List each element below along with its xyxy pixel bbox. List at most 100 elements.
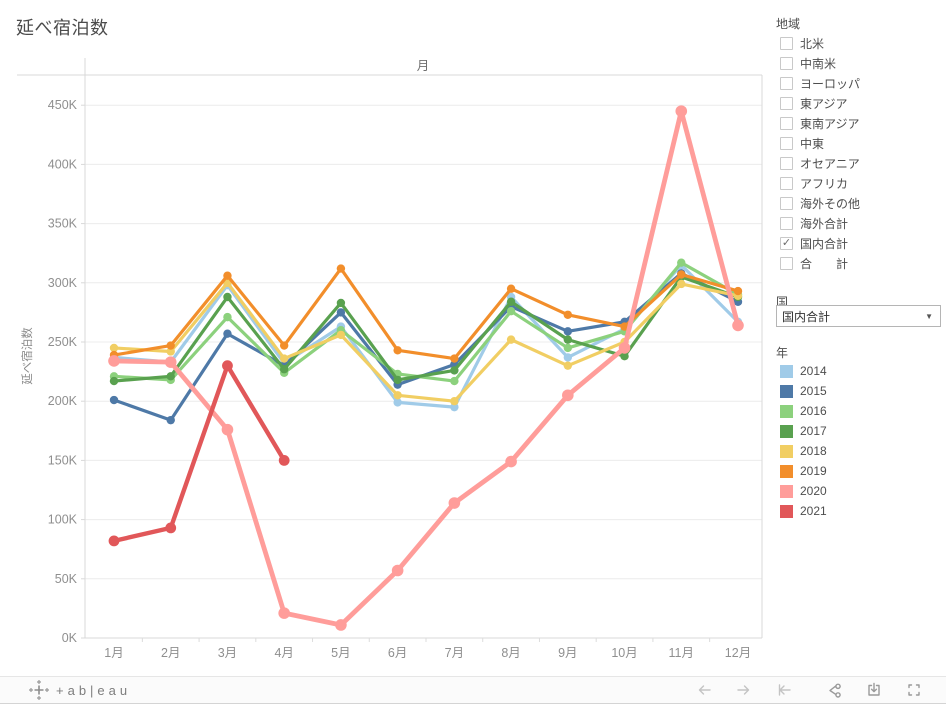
data-point[interactable]	[563, 310, 573, 319]
series-2020[interactable]	[108, 105, 744, 631]
data-point[interactable]	[563, 343, 573, 353]
series-line[interactable]	[111, 363, 287, 544]
data-point[interactable]	[336, 308, 346, 317]
data-point[interactable]	[506, 307, 516, 316]
legend-item[interactable]: 2015	[780, 381, 827, 401]
country-dropdown[interactable]: 国内合計 ▼	[776, 305, 941, 327]
data-point[interactable]	[223, 271, 232, 280]
legend-item[interactable]: 2018	[780, 441, 827, 461]
data-point[interactable]	[506, 284, 516, 293]
data-point[interactable]	[108, 355, 120, 367]
legend-item[interactable]: 2020	[780, 481, 827, 501]
data-point[interactable]	[620, 322, 629, 331]
tableau-logo[interactable]: +ab|eau	[28, 679, 131, 701]
data-point[interactable]	[109, 343, 119, 353]
data-point[interactable]	[221, 423, 234, 436]
checkbox-unchecked[interactable]	[780, 176, 793, 190]
data-point[interactable]	[165, 522, 177, 534]
checkbox-unchecked[interactable]	[780, 96, 793, 110]
series-line[interactable]	[111, 108, 741, 628]
data-point[interactable]	[732, 319, 744, 332]
series-line[interactable]	[112, 281, 740, 403]
undo-button[interactable]	[684, 678, 724, 702]
data-point[interactable]	[562, 389, 574, 402]
data-point[interactable]	[393, 346, 402, 355]
fullscreen-button[interactable]	[894, 678, 934, 702]
region-filter-item[interactable]: 海外その他	[780, 193, 860, 213]
data-point[interactable]	[279, 365, 289, 374]
data-point[interactable]	[222, 360, 233, 372]
region-filter-item[interactable]: 海外合計	[780, 213, 860, 233]
region-filter-item[interactable]: 北米	[780, 33, 860, 53]
data-point[interactable]	[336, 264, 346, 273]
data-point[interactable]	[563, 335, 573, 344]
data-point[interactable]	[166, 341, 175, 350]
region-filter-item[interactable]: 東アジア	[780, 93, 860, 113]
checkbox-unchecked[interactable]	[780, 196, 793, 210]
series-line[interactable]	[112, 275, 740, 383]
reset-button[interactable]	[764, 678, 804, 702]
data-point[interactable]	[620, 352, 629, 361]
data-point[interactable]	[393, 375, 402, 385]
data-point[interactable]	[164, 356, 177, 368]
data-point[interactable]	[450, 402, 459, 412]
data-point[interactable]	[675, 105, 688, 117]
checkbox-unchecked[interactable]	[780, 56, 793, 70]
checkbox-unchecked[interactable]	[780, 256, 793, 270]
checkbox-unchecked[interactable]	[780, 76, 793, 90]
data-point[interactable]	[505, 455, 517, 468]
data-point[interactable]	[278, 607, 290, 619]
checkbox-unchecked[interactable]	[780, 156, 793, 170]
series-2017[interactable]	[109, 272, 743, 386]
data-point[interactable]	[335, 619, 347, 631]
data-point[interactable]	[450, 354, 459, 363]
region-filter-item[interactable]: 中南米	[780, 53, 860, 73]
region-filter-item[interactable]: ✓ 国内合計	[780, 233, 860, 253]
data-point[interactable]	[677, 258, 686, 267]
data-point[interactable]	[279, 341, 289, 350]
data-point[interactable]	[278, 455, 290, 466]
series-line[interactable]	[112, 263, 740, 409]
data-point[interactable]	[450, 397, 459, 406]
series-2014[interactable]	[109, 260, 743, 412]
share-button[interactable]	[814, 678, 854, 702]
data-point[interactable]	[223, 329, 232, 338]
region-filter-item[interactable]: オセアニア	[780, 153, 860, 173]
legend-item[interactable]: 2019	[780, 461, 827, 481]
region-filter-item[interactable]: ヨーロッパ	[780, 73, 860, 93]
data-point[interactable]	[391, 564, 404, 577]
data-point[interactable]	[448, 497, 461, 509]
download-button[interactable]	[854, 678, 894, 702]
region-filter-item[interactable]: 合 計	[780, 253, 860, 273]
data-point[interactable]	[677, 270, 686, 279]
data-point[interactable]	[450, 376, 459, 386]
data-point[interactable]	[166, 415, 175, 425]
data-point[interactable]	[223, 292, 232, 302]
data-point[interactable]	[393, 391, 402, 400]
checkbox-unchecked[interactable]	[780, 136, 793, 150]
checkbox-unchecked[interactable]	[780, 216, 793, 230]
data-point[interactable]	[563, 361, 573, 370]
region-filter-item[interactable]: 中東	[780, 133, 860, 153]
legend-item[interactable]: 2021	[780, 501, 827, 521]
data-point[interactable]	[109, 376, 119, 386]
legend-item[interactable]: 2016	[780, 401, 827, 421]
data-point[interactable]	[677, 279, 686, 289]
checkbox-unchecked[interactable]	[780, 116, 793, 130]
data-point[interactable]	[506, 335, 516, 344]
data-point[interactable]	[450, 366, 459, 375]
checkbox-unchecked[interactable]	[780, 36, 793, 50]
region-filter-item[interactable]: アフリカ	[780, 173, 860, 193]
data-point[interactable]	[279, 354, 289, 363]
legend-item[interactable]: 2017	[780, 421, 827, 441]
data-point[interactable]	[563, 327, 573, 336]
data-point[interactable]	[393, 398, 402, 407]
data-point[interactable]	[563, 353, 573, 362]
data-point[interactable]	[223, 312, 232, 322]
data-point[interactable]	[109, 395, 119, 405]
data-point[interactable]	[108, 535, 120, 547]
data-point[interactable]	[506, 297, 516, 306]
redo-button[interactable]	[724, 678, 764, 702]
data-point[interactable]	[166, 372, 175, 381]
region-filter-item[interactable]: 東南アジア	[780, 113, 860, 133]
